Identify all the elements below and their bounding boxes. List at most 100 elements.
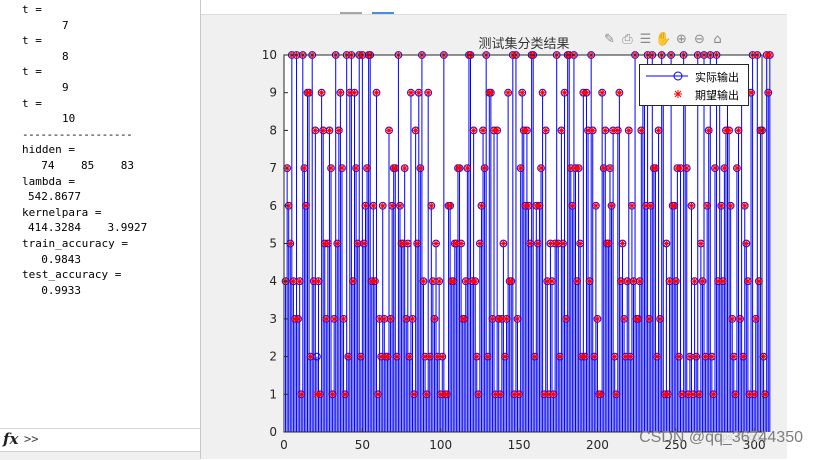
chart-title: 测试集分类结果: [478, 37, 570, 52]
expected-point: [507, 277, 515, 285]
command-output-line: 8: [62, 49, 69, 63]
expected-point: [628, 202, 636, 210]
expected-point: [576, 239, 584, 248]
data-tips-icon[interactable]: ☰: [639, 32, 652, 47]
expected-point: [537, 164, 545, 172]
expected-point: [419, 277, 428, 285]
print-icon[interactable]: ⎙: [622, 32, 633, 47]
expected-point: [678, 390, 686, 398]
expected-point: [310, 277, 318, 285]
expected-point: [711, 164, 719, 172]
expected-point: [415, 89, 423, 97]
expected-point: [612, 390, 620, 398]
expected-point: [761, 390, 769, 398]
expected-point: [379, 202, 387, 210]
edit-icon[interactable]: ✎: [604, 32, 615, 47]
command-output-line: 0.9843: [28, 252, 81, 266]
expected-point: [617, 277, 625, 285]
legend-circle-marker-icon: [646, 71, 688, 81]
expected-point: [731, 390, 739, 398]
expected-point: [717, 202, 725, 210]
expected-point: [592, 202, 600, 210]
expected-point: [501, 353, 509, 361]
expected-point: [582, 89, 591, 97]
expected-point: [697, 239, 705, 248]
expected-point: [502, 315, 511, 323]
x-tick-label: 200: [586, 438, 609, 452]
expected-point: [720, 164, 728, 172]
legend[interactable]: 实际输出 期望输出: [639, 64, 749, 106]
expected-point: [488, 315, 497, 323]
expected-point: [487, 89, 495, 97]
expected-point: [705, 126, 713, 134]
expected-point: [360, 239, 368, 248]
axes-toolbar[interactable]: ✎ ⎙ ☰ ✋ ⊕ ⊖ ⌂: [601, 30, 726, 52]
expected-point: [739, 353, 747, 361]
command-output: t = 7 t = 8 t = 9 t = 10 ------------------ hidde…: [22, 2, 198, 298]
expected-point: [523, 126, 531, 134]
command-output-line: train_accuracy =: [22, 236, 128, 250]
expected-point: [289, 277, 298, 285]
expected-point: [476, 239, 484, 248]
expected-point: [683, 164, 691, 172]
zoom-in-icon[interactable]: ⊕: [676, 32, 687, 47]
expected-point: [750, 390, 758, 398]
expected-point: [325, 126, 334, 134]
expected-point: [421, 353, 429, 361]
command-window[interactable]: t = 7 t = 8 t = 9 t = 10 ------------------ hidde…: [0, 0, 201, 460]
expected-point: [742, 239, 750, 248]
expected-point: [391, 164, 399, 172]
expected-point: [662, 239, 670, 248]
expected-point: [427, 202, 435, 210]
expected-point: [513, 315, 522, 323]
x-tick-label: 150: [508, 438, 531, 452]
expected-point: [302, 202, 310, 210]
expected-point: [727, 202, 735, 210]
expected-point: [600, 164, 608, 172]
y-tick-label: 4: [269, 274, 277, 288]
expected-point: [687, 202, 696, 210]
command-prompt-bar[interactable]: fx >>: [0, 428, 200, 451]
expected-point: [338, 164, 346, 172]
command-prompt[interactable]: >>: [24, 432, 39, 446]
expected-point: [491, 390, 500, 398]
expected-point: [733, 164, 741, 172]
expected-point: [752, 315, 760, 323]
expected-point: [396, 202, 404, 210]
expected-point: [361, 202, 370, 210]
expected-point: [518, 89, 526, 97]
expected-point: [604, 239, 613, 248]
expected-point: [371, 277, 379, 285]
zoom-out-icon[interactable]: ⊖: [694, 32, 705, 47]
expected-point: [744, 277, 752, 285]
expected-point: [675, 353, 683, 361]
home-icon[interactable]: ⌂: [713, 32, 722, 47]
command-output-line: 0.9933: [28, 283, 81, 297]
y-tick-label: 7: [269, 161, 277, 175]
y-tick-label: 9: [269, 86, 277, 100]
expected-point: [429, 277, 437, 285]
expected-point: [330, 315, 338, 323]
expected-point: [651, 164, 660, 172]
expected-point: [322, 315, 330, 323]
expected-point: [730, 353, 738, 361]
expected-point: [601, 126, 609, 134]
expected-point: [305, 89, 313, 97]
expected-point: [307, 353, 315, 361]
expected-point: [499, 239, 508, 248]
legend-asterisk-marker-icon: [674, 90, 682, 98]
expected-point: [654, 126, 663, 134]
expected-point: [402, 315, 410, 323]
expected-point: [438, 353, 446, 361]
y-tick-label: 6: [269, 199, 277, 213]
pan-icon[interactable]: ✋: [655, 32, 672, 47]
expected-point: [341, 390, 349, 398]
expected-point: [719, 277, 727, 285]
fx-icon[interactable]: fx: [3, 430, 19, 448]
expected-point: [568, 202, 576, 210]
x-tick-label: 100: [429, 438, 452, 452]
expected-point: [549, 390, 558, 398]
command-output-line: t =: [22, 96, 42, 110]
expected-point: [460, 315, 468, 323]
